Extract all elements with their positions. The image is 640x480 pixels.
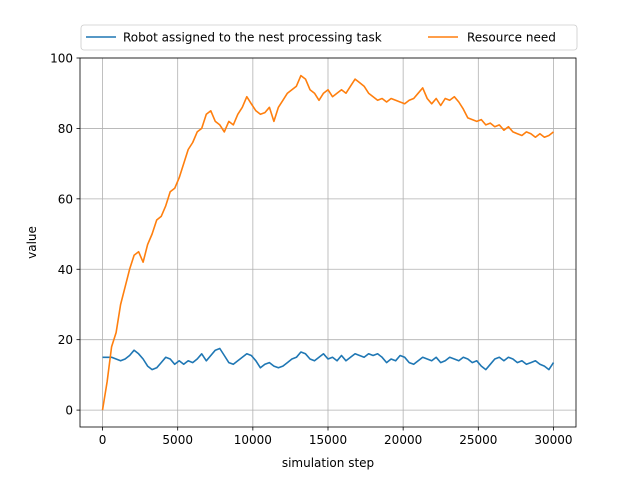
series-line-1 [102,347,555,371]
y-tick-label: 100 [50,52,73,66]
y-tick-label: 80 [58,122,73,136]
series-layer [101,74,555,411]
series-line-2 [101,74,554,411]
x-tick-label: 0 [99,433,107,447]
y-tick-label: 20 [58,333,73,347]
x-tick-label: 5000 [162,433,193,447]
legend-box [80,24,578,51]
legend-label-1: Robot assigned to the nest processing ta… [123,31,382,45]
legend: Robot assigned to the nest processing ta… [80,24,578,51]
y-tick-label: 40 [58,263,73,277]
x-axis: 0 5000 10000 15000 20000 25000 30000 [99,427,573,447]
x-tick-label: 20000 [384,433,422,447]
y-axis: 0 20 40 60 80 100 [50,52,80,418]
y-axis-label: value [25,226,39,259]
y-tick-label: 60 [58,192,73,206]
y-tick-label: 0 [65,404,73,418]
legend-label-2: Resource need [467,31,556,45]
x-tick-label: 30000 [534,433,572,447]
x-tick-label: 10000 [234,433,272,447]
x-tick-label: 25000 [459,433,497,447]
x-tick-label: 15000 [309,433,347,447]
grid-lines [80,57,576,427]
x-axis-label: simulation step [282,456,374,470]
